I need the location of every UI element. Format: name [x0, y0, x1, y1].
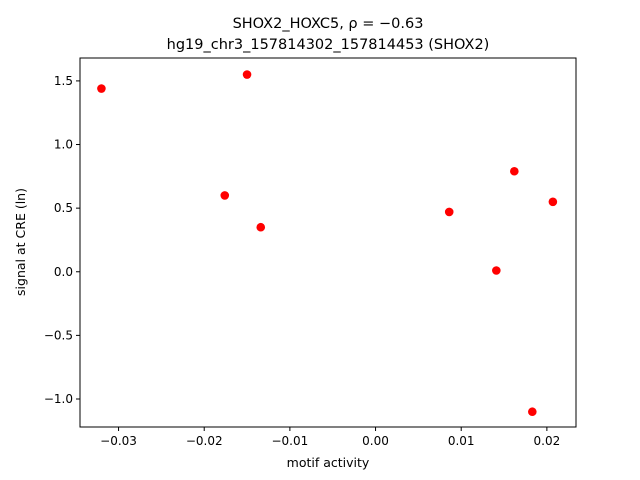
- chart-title-line2: hg19_chr3_157814302_157814453 (SHOX2): [167, 37, 490, 53]
- y-axis: −1.0 −0.5 0.0 0.5 1.0 1.5: [44, 74, 80, 406]
- x-tick-label: −0.01: [271, 434, 308, 448]
- x-tick-label: 0.00: [362, 434, 389, 448]
- data-point: [220, 191, 230, 200]
- plot-area: [97, 70, 558, 417]
- x-tick-label: −0.03: [100, 434, 137, 448]
- data-point: [256, 222, 266, 232]
- x-tick-label: 0.01: [448, 434, 475, 448]
- data-point: [444, 207, 454, 217]
- data-point: [97, 84, 106, 93]
- y-tick-label: 0.5: [54, 201, 73, 215]
- y-tick-label: 1.0: [54, 138, 73, 152]
- data-point: [242, 70, 252, 79]
- data-point: [510, 166, 519, 176]
- axes-frame: [79, 57, 577, 428]
- data-point: [548, 197, 558, 207]
- y-tick-label: −1.0: [44, 392, 73, 406]
- data-point: [492, 266, 501, 275]
- x-axis-label: motif activity: [287, 455, 370, 470]
- y-tick-label: 0.0: [54, 265, 73, 279]
- x-tick-label: 0.02: [534, 434, 561, 448]
- y-axis-label: signal at CRE (ln): [13, 188, 28, 296]
- chart-title-line1: SHOX2_HOXC5, ρ = −0.63: [233, 16, 424, 32]
- x-axis: −0.03 −0.02 −0.01 0.00 0.01 0.02: [100, 427, 560, 448]
- data-point: [528, 407, 537, 417]
- y-tick-label: −0.5: [44, 328, 73, 342]
- x-tick-label: −0.02: [186, 434, 223, 448]
- y-tick-label: 1.5: [54, 74, 73, 88]
